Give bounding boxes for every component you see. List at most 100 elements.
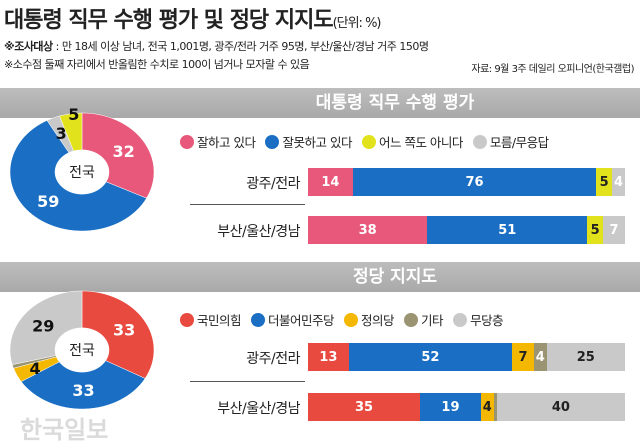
- bar-segment-label: 7: [609, 222, 619, 238]
- donut-label: 33: [72, 381, 94, 400]
- donut-slice: [20, 360, 146, 410]
- bar-segment-label: 4: [614, 174, 624, 190]
- bar-segment: 7: [512, 343, 534, 371]
- watermark: 한국일보: [20, 416, 109, 444]
- donut-slice: [9, 290, 83, 365]
- bar-segment: 13: [308, 343, 349, 371]
- title-text: 대통령 직무 수행 평가 및 정당 지지도: [4, 8, 334, 33]
- bar-segment: 5: [596, 168, 613, 196]
- bar-segment-label: 19: [441, 399, 460, 415]
- donut-label: 32: [112, 142, 134, 161]
- bar-segment: 35: [308, 393, 421, 421]
- bar-segment: 25: [546, 343, 625, 371]
- donut-slice: [81, 290, 155, 379]
- legend-item: 기타: [404, 310, 444, 329]
- bar-segment-label: 76: [465, 174, 484, 190]
- bar-segment: 51: [427, 216, 588, 244]
- legend-label: 국민의힘: [197, 313, 242, 328]
- legend-dot-icon: [180, 313, 194, 327]
- bar-segment-label: 7: [518, 349, 528, 365]
- note-text: : 만 18세 이상 남녀, 전국 1,001명, 광주/전라 거주 95명, …: [52, 40, 429, 53]
- legend: 국민의힘 더불어민주당 정의당 기타 무당층: [180, 310, 504, 329]
- legend-item: 잘하고 있다: [180, 132, 256, 151]
- donut-slice: [81, 112, 155, 199]
- legend-label: 더불어민주당: [268, 313, 335, 328]
- stacked-bar: 38 51 5 7: [308, 216, 625, 244]
- legend-item: 국민의힘: [180, 310, 242, 329]
- legend-item: 더불어민주당: [251, 310, 335, 329]
- bar-segment-label: 13: [319, 349, 338, 365]
- note-label: ※조사대상: [4, 40, 53, 53]
- bar-segment: 5: [587, 216, 604, 244]
- bar-segment: 52: [348, 343, 512, 371]
- bar-segment: 14: [308, 168, 353, 196]
- legend-dot-icon: [453, 313, 468, 327]
- survey-note: ※조사대상 : 만 18세 이상 남녀, 전국 1,001명, 광주/전라 거주…: [4, 38, 429, 54]
- section-title-party: 정당 지지도: [0, 262, 640, 292]
- bar-segment-label: 4: [535, 349, 545, 365]
- bar-segment: 4: [612, 168, 625, 196]
- legend-label: 무당층: [470, 313, 504, 328]
- legend-item: 잘못하고 있다: [265, 132, 352, 151]
- section-title-approval: 대통령 직무 수행 평가: [0, 88, 640, 118]
- bar-segment-label: 52: [421, 349, 440, 365]
- legend-label: 정의당: [361, 313, 395, 328]
- row-label: 부산/울산/경남: [217, 401, 300, 417]
- row-label: 부산/울산/경남: [217, 224, 300, 240]
- legend-label: 잘하고 있다: [197, 135, 256, 150]
- legend-dot-icon: [404, 313, 419, 327]
- bar-segment-label: 14: [321, 174, 340, 190]
- legend-label: 잘못하고 있다: [282, 135, 352, 150]
- legend-dot-icon: [251, 313, 266, 327]
- bar-segment-label: 25: [576, 349, 595, 365]
- unit-text: (단위: %): [332, 16, 382, 31]
- bar-segment-label: 51: [498, 222, 517, 238]
- bar-segment-label: 5: [590, 222, 600, 238]
- bar-segment: 4: [533, 343, 547, 371]
- bar-segment: 40: [496, 393, 625, 421]
- bar-segment-label: 5: [599, 174, 609, 190]
- bar-segment: 4: [480, 393, 494, 421]
- row-label: 광주/전라: [246, 176, 300, 192]
- donut-center-label: 전국: [69, 343, 95, 359]
- bar-segment: 38: [308, 216, 428, 244]
- bar-segment-label: 35: [354, 399, 374, 415]
- legend-item: 모름/무응답: [472, 132, 549, 151]
- legend-dot-icon: [361, 135, 376, 149]
- donut-label: 5: [68, 105, 79, 124]
- legend-item: 어느 쪽도 아니다: [361, 132, 463, 151]
- donut-label: 4: [30, 359, 41, 378]
- legend-dot-icon: [180, 135, 194, 149]
- legend-dot-icon: [472, 135, 487, 149]
- donut-label: 29: [32, 316, 54, 335]
- legend: 잘하고 있다 잘못하고 있다 어느 쪽도 아니다 모름/무응답: [180, 132, 549, 151]
- page-title: 대통령 직무 수행 평가 및 정당 지지도(단위: %): [4, 2, 381, 34]
- row-label: 광주/전라: [246, 351, 300, 367]
- legend-label: 기타: [421, 313, 444, 328]
- bar-segment-label: 38: [358, 222, 377, 238]
- donut-label: 33: [113, 321, 135, 340]
- bar-segment: 76: [352, 168, 597, 196]
- bar-segment-label: 4: [482, 399, 492, 415]
- donut-label: 3: [56, 124, 67, 143]
- legend-label: 모름/무응답: [489, 135, 549, 150]
- stacked-bar: 14 76 5 4: [308, 168, 625, 196]
- bar-segment: 19: [420, 393, 481, 421]
- bar-segment: 7: [603, 216, 625, 244]
- stacked-bar: 13 52 7 4 25: [308, 343, 625, 371]
- source: 자료: 9월 3주 데일리 오피니언(한국갤럽): [471, 64, 634, 75]
- donut-center-label: 전국: [69, 165, 95, 181]
- legend-label: 어느 쪽도 아니다: [378, 135, 463, 150]
- stacked-bar: 35194140: [308, 393, 625, 421]
- bar-segment-label: 40: [551, 399, 570, 415]
- legend-item: 무당층: [453, 310, 504, 329]
- divider: [190, 381, 305, 382]
- donut-slice: [59, 112, 83, 152]
- rounding-note: ※소수점 둘째 자리에서 반올림한 수치로 100이 넘거나 모자랄 수 있음: [4, 58, 310, 71]
- donut-label: 59: [37, 192, 59, 211]
- divider: [190, 204, 305, 205]
- donut-slice: [9, 120, 147, 232]
- legend-dot-icon: [265, 135, 280, 149]
- legend-dot-icon: [344, 313, 359, 327]
